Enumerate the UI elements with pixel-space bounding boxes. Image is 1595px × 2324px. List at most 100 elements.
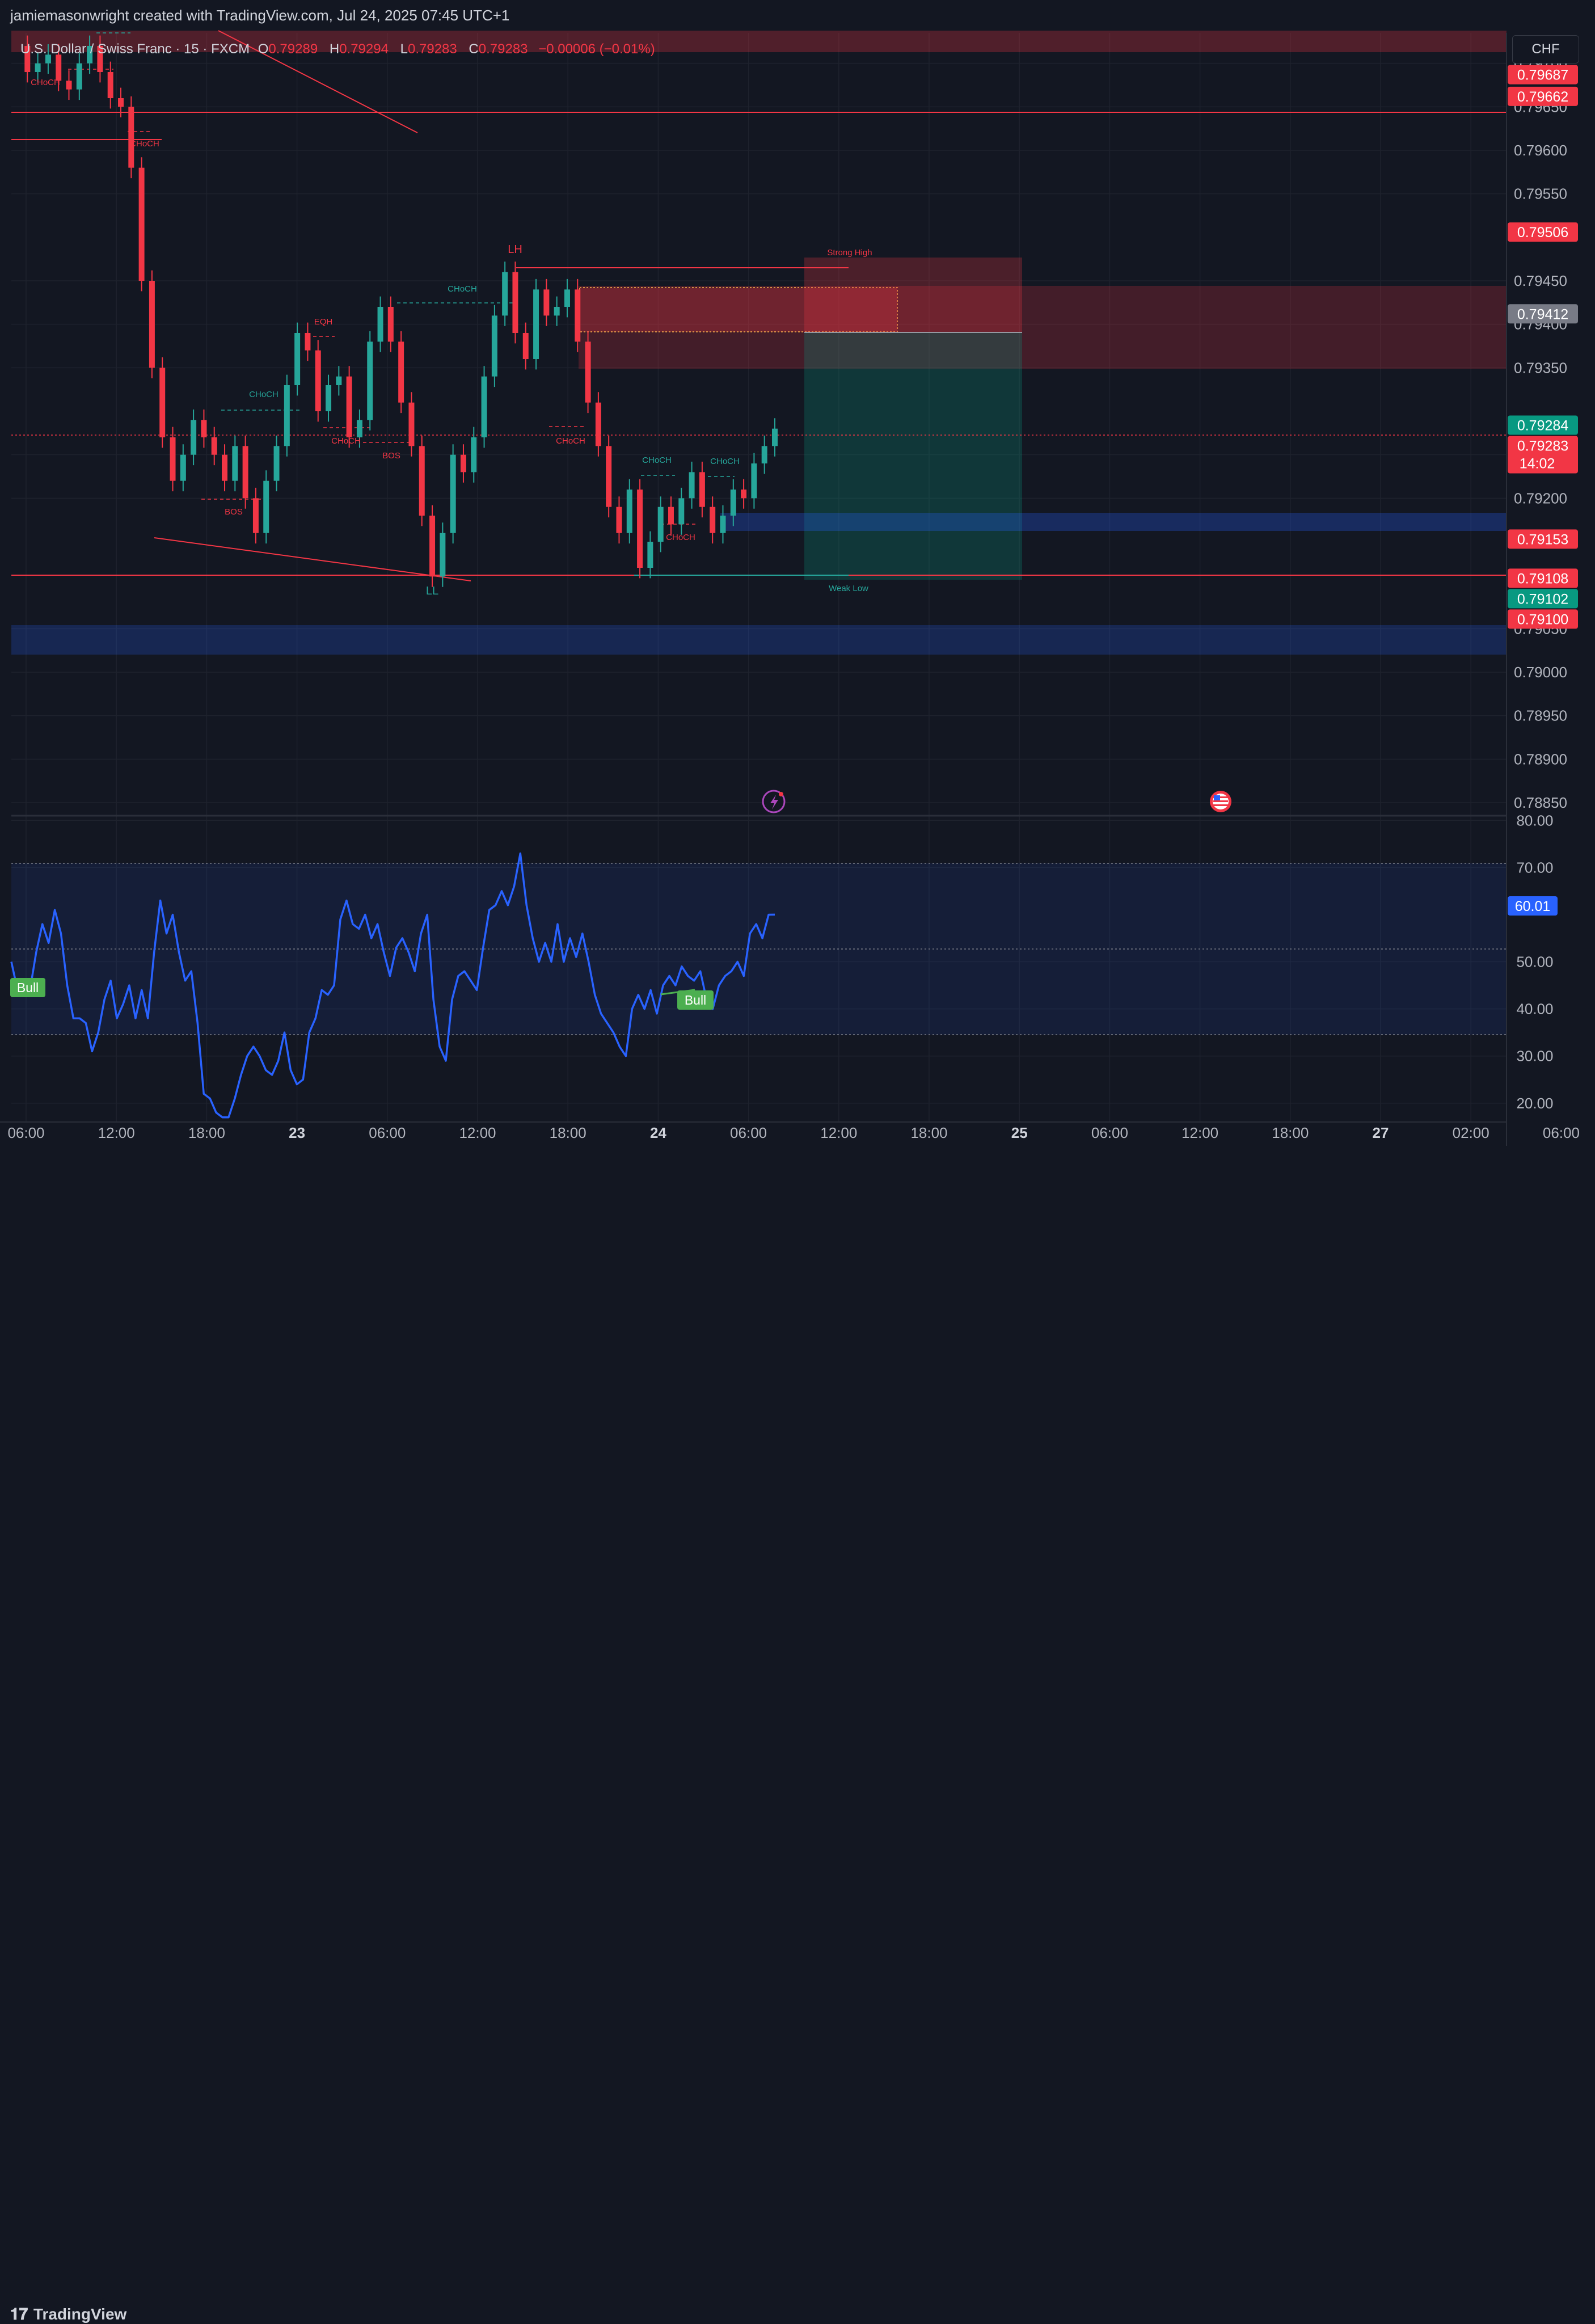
price-tag-label: 0.79108 — [1517, 571, 1568, 587]
annotation-label: CHoCH — [31, 78, 60, 87]
price-tag — [1508, 86, 1578, 106]
candle-body — [440, 533, 446, 577]
time-tick-label: 18:00 — [188, 1124, 225, 1141]
candle-body — [398, 341, 404, 403]
price-tag-label: 0.79102 — [1517, 591, 1568, 607]
chart-canvas[interactable]: CHoCH CHoCH EQH CHoCH CHoCH BOS BOS CHoCH LH CHoC… — [0, 0, 1595, 1187]
candle-body — [502, 272, 508, 316]
candle-body — [730, 490, 736, 516]
rsi-axis[interactable] — [1507, 816, 1595, 1122]
symbol-legend[interactable]: U.S. Dollar / Swiss Franc · 15 · FXCM O0… — [20, 41, 655, 57]
price-tag-label: 0.79153 — [1517, 532, 1568, 547]
candle-body — [377, 307, 383, 342]
candle-body — [222, 454, 228, 481]
annotation-label: CHoCH — [331, 436, 361, 446]
time-tick-label: 06:00 — [369, 1124, 406, 1141]
candle-body — [315, 350, 321, 411]
candle-body — [263, 480, 269, 533]
annotation-labels: CHoCH CHoCH EQH CHoCH CHoCH BOS BOS CHoCH LH CHoC… — [31, 78, 872, 597]
time-tick-label: 18:00 — [1272, 1124, 1309, 1141]
annotation-label: BOS — [225, 507, 243, 517]
price-tag-label: 0.79662 — [1517, 89, 1568, 105]
annotation-label: LL — [426, 585, 438, 597]
candle-body — [24, 46, 31, 72]
time-tick-label: 25 — [1011, 1124, 1028, 1141]
rsi-tick-label: 70.00 — [1516, 859, 1553, 876]
candle-body — [429, 516, 436, 577]
candle-body — [689, 472, 695, 499]
time-tick-label: 12:00 — [820, 1124, 857, 1141]
annotation-label: CHoCH — [710, 457, 740, 466]
tradingview-logo[interactable]: 𝟏𝟕 TradingView — [10, 2305, 127, 2323]
candle-body — [657, 507, 664, 542]
candle-body — [76, 63, 82, 90]
candle-body — [66, 81, 72, 90]
annotation-label: CHoCH — [249, 390, 279, 399]
supply-zone-top — [11, 31, 1507, 52]
candle-body — [242, 446, 248, 499]
price-tag-label: 0.79506 — [1517, 225, 1568, 241]
price-tag — [1508, 609, 1578, 629]
candle-body — [45, 54, 51, 64]
annotation-label: CHoCH — [448, 284, 477, 294]
svg-text:60.01: 60.01 — [1515, 899, 1551, 914]
candle-body — [356, 420, 362, 437]
candle-body — [138, 167, 145, 281]
currency-button[interactable]: CHF — [1512, 35, 1579, 64]
annotation-label: Strong High — [827, 248, 872, 258]
time-axis[interactable] — [0, 1122, 1595, 1146]
us-flag-event-icon[interactable] — [1210, 791, 1231, 812]
candle-body — [284, 385, 290, 446]
footer: 𝟏𝟕 TradingView — [0, 1146, 1595, 2323]
bull-badge-1: Bull — [10, 978, 45, 997]
position-target-zone — [804, 332, 1022, 580]
candle-body — [305, 333, 311, 351]
price-tick-label: 0.78850 — [1514, 794, 1567, 811]
price-tag-label: 0.79283 — [1517, 438, 1568, 454]
annotation-label: CHoCH — [130, 139, 159, 149]
candle-body — [626, 490, 632, 533]
svg-text:Bull: Bull — [685, 993, 706, 1007]
price-tick-label: 0.79000 — [1514, 664, 1567, 681]
price-tag — [1508, 304, 1578, 324]
candle-body — [772, 428, 778, 446]
rsi-value-tag: 60.01 — [1508, 896, 1558, 916]
svg-text:Bull: Bull — [17, 980, 39, 995]
time-tick-label: 06:00 — [730, 1124, 767, 1141]
annotation-label: LH — [508, 243, 522, 256]
candle-body — [87, 46, 93, 64]
price-tag-label: 0.79100 — [1517, 611, 1568, 627]
time-tick-label: 18:00 — [910, 1124, 947, 1141]
candle-body — [543, 289, 550, 316]
candle-body — [211, 437, 217, 455]
price-tag-label: 0.79412 — [1517, 306, 1568, 322]
candle-body — [471, 437, 477, 473]
candle-body — [678, 498, 685, 525]
candle-body — [128, 107, 134, 168]
time-tick-label: 06:00 — [1543, 1124, 1580, 1141]
candle-body — [720, 516, 726, 533]
candle-body — [107, 72, 113, 98]
price-tag — [1508, 65, 1578, 85]
candle-body — [564, 289, 570, 307]
candle-body — [191, 420, 197, 455]
time-tick-label: 12:00 — [98, 1124, 135, 1141]
candle-body — [367, 341, 373, 420]
price-tag — [1508, 436, 1578, 474]
price-tick-label: 0.79200 — [1514, 490, 1567, 507]
lightning-event-icon[interactable] — [762, 790, 786, 813]
time-tick-label: 06:00 — [7, 1124, 44, 1141]
annotation-label: CHoCH — [666, 533, 695, 542]
header-bar: jamiemasonwright created with TradingVie… — [0, 0, 1595, 33]
time-tick-label: 27 — [1373, 1124, 1389, 1141]
bull-badge-2: Bull — [677, 990, 714, 1010]
candle-body — [387, 307, 394, 342]
candle-body — [460, 454, 466, 473]
candle-body — [419, 446, 425, 516]
candle-body — [35, 63, 41, 72]
candle-body — [170, 437, 176, 481]
time-tick-label: 23 — [289, 1124, 305, 1141]
candle-body — [512, 272, 518, 333]
candle-body — [56, 54, 62, 81]
candle-body — [326, 385, 332, 411]
